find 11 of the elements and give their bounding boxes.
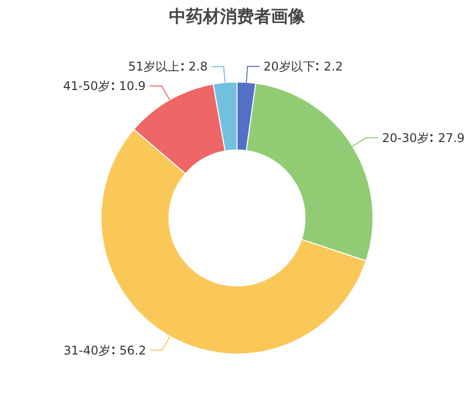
data-label: 2.2	[324, 59, 343, 74]
slice-label: 41-50岁	[63, 78, 110, 93]
slice-label: 20岁以下	[263, 59, 315, 74]
data-label: 10.9	[118, 78, 146, 93]
data-label: 27.9	[438, 130, 465, 145]
slice-label: 51岁以上	[128, 60, 180, 74]
slice-label: 31-40岁	[64, 343, 110, 358]
slice-label: 20-30岁	[382, 130, 429, 145]
chart-title: 中药材消费者画像	[169, 7, 306, 27]
data-label: 2.8	[188, 60, 208, 74]
data-label: 56.2	[119, 343, 146, 358]
